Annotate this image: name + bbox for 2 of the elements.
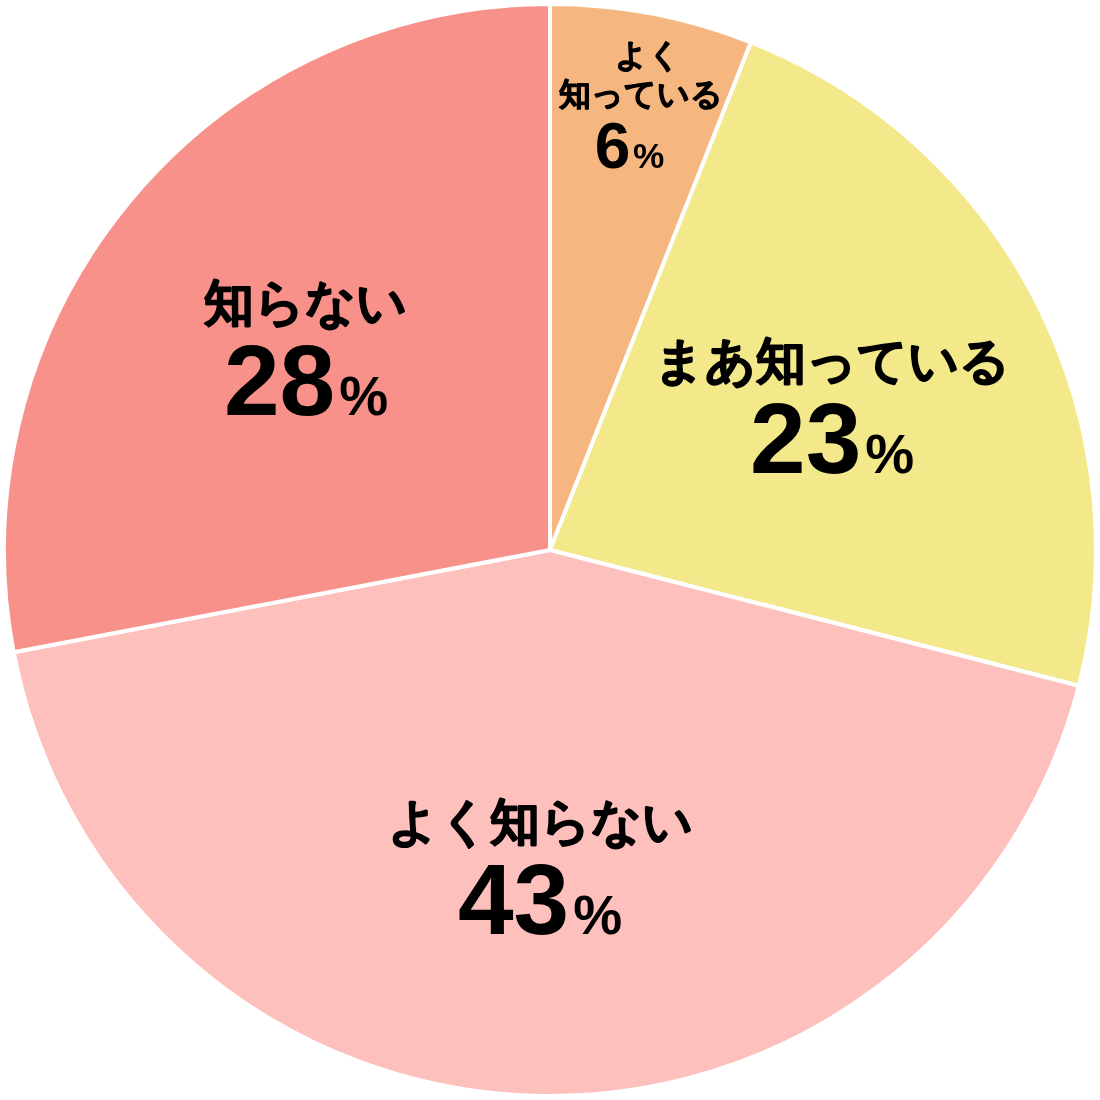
slice-label: よく知っている (557, 37, 723, 112)
data-label: 6% (594, 110, 665, 183)
